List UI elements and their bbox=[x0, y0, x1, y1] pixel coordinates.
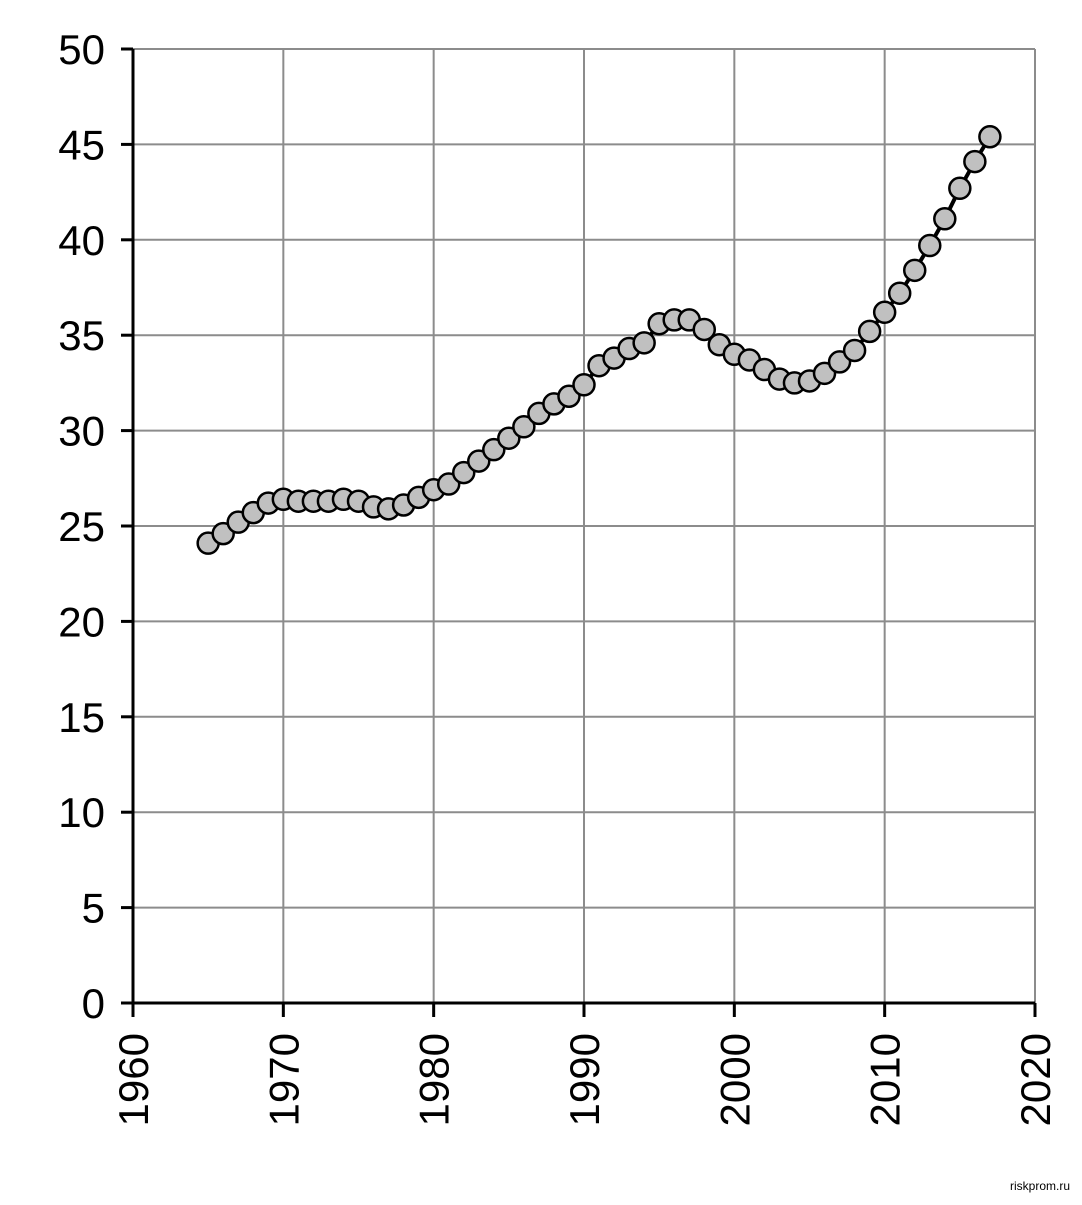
watermark: riskprom.ru bbox=[1010, 1179, 1070, 1193]
data-point bbox=[963, 149, 987, 174]
y-tick-label: 35 bbox=[58, 312, 105, 359]
data-point bbox=[948, 176, 972, 201]
data-point bbox=[692, 317, 717, 342]
y-tick-label: 5 bbox=[82, 885, 105, 932]
y-tick-label: 25 bbox=[58, 503, 105, 550]
x-tick-label: 2010 bbox=[862, 1033, 909, 1126]
data-point bbox=[872, 300, 897, 325]
x-tick-label: 1980 bbox=[411, 1033, 458, 1126]
data-point bbox=[933, 207, 957, 231]
x-tick-label: 1970 bbox=[260, 1033, 307, 1126]
data-point bbox=[918, 233, 942, 258]
data-point bbox=[632, 331, 656, 355]
data-point bbox=[902, 258, 927, 283]
y-tick-label: 30 bbox=[58, 408, 105, 455]
data-point bbox=[857, 319, 882, 344]
y-tick-label: 10 bbox=[58, 789, 105, 836]
x-tick-label: 2000 bbox=[711, 1033, 758, 1126]
x-tick-label: 2020 bbox=[1012, 1033, 1059, 1126]
y-tick-label: 20 bbox=[58, 598, 105, 645]
y-tick-label: 0 bbox=[82, 980, 105, 1027]
y-tick-label: 45 bbox=[58, 121, 105, 168]
y-tick-label: 50 bbox=[58, 26, 105, 73]
data-point bbox=[887, 281, 912, 305]
data-point bbox=[512, 415, 536, 439]
y-tick-label: 15 bbox=[58, 694, 105, 741]
x-tick-label: 1990 bbox=[561, 1033, 608, 1126]
y-tick-label: 40 bbox=[58, 217, 105, 264]
x-tick-label: 1960 bbox=[110, 1033, 157, 1126]
data-point bbox=[842, 338, 867, 363]
data-point bbox=[978, 125, 1002, 149]
data-point bbox=[572, 373, 596, 397]
